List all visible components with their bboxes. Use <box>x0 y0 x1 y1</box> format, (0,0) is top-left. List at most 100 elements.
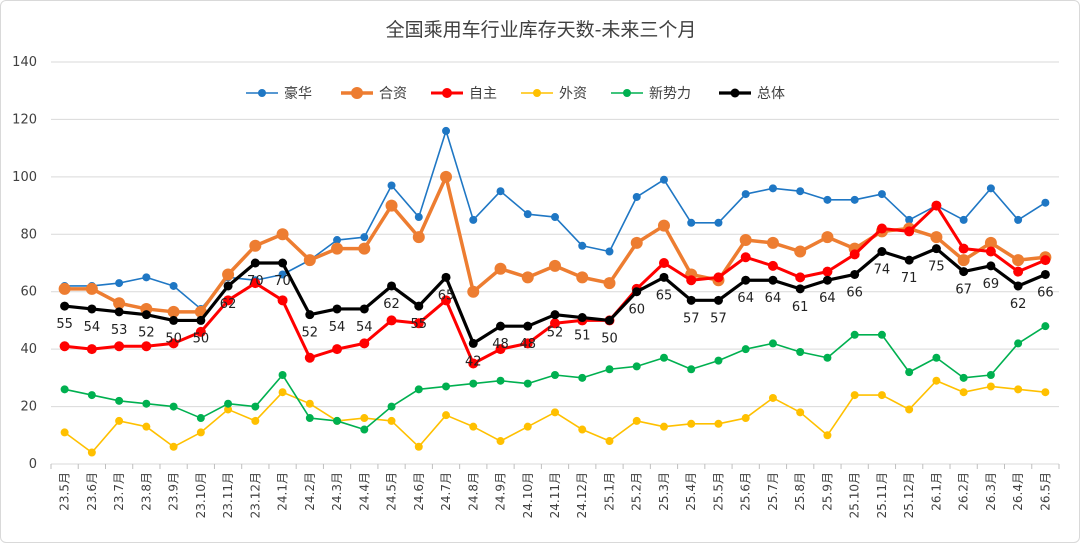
data-point <box>549 259 561 272</box>
data-point <box>387 281 397 291</box>
data-point <box>167 305 180 318</box>
data-point <box>387 416 396 425</box>
x-tick-label: 26.5月 <box>1038 472 1052 511</box>
data-point <box>523 321 533 331</box>
data-point <box>551 408 559 417</box>
legend-swatch-marker <box>533 89 541 97</box>
data-point <box>550 310 560 320</box>
data-label: 52 <box>138 326 155 341</box>
data-point <box>223 295 234 306</box>
legend-item: 自主 <box>431 86 497 102</box>
data-point <box>496 321 506 331</box>
legend-label: 合资 <box>379 86 407 102</box>
data-point <box>496 187 505 196</box>
x-tick-label: 25.2月 <box>630 472 644 511</box>
x-tick-label: 24.6月 <box>412 472 426 511</box>
legend-label: 新势力 <box>649 86 691 102</box>
legend-swatch-marker <box>623 89 631 97</box>
data-label: 42 <box>465 354 482 369</box>
x-tick-label: 25.10月 <box>848 472 862 518</box>
data-point <box>551 213 559 222</box>
data-label: 69 <box>983 277 1000 292</box>
data-point <box>905 368 914 377</box>
data-point <box>605 365 614 374</box>
x-tick-label: 23.7月 <box>112 472 126 511</box>
data-point <box>441 272 451 282</box>
data-point <box>251 416 260 425</box>
x-tick-label: 23.9月 <box>167 472 181 511</box>
data-label: 62 <box>1010 297 1027 312</box>
data-point <box>687 218 696 227</box>
data-point <box>277 295 288 306</box>
data-point <box>60 301 70 311</box>
data-label: 64 <box>765 291 782 306</box>
data-label: 71 <box>901 271 918 286</box>
data-point <box>850 391 859 400</box>
data-label: 70 <box>274 274 291 289</box>
data-label: 61 <box>792 300 809 315</box>
x-tick-label: 25.11月 <box>875 472 889 518</box>
data-point <box>1040 269 1050 279</box>
data-point <box>959 215 968 224</box>
data-point <box>195 326 206 337</box>
x-tick-label: 24.9月 <box>494 472 508 511</box>
data-label: 66 <box>1037 285 1054 300</box>
data-point <box>932 376 941 385</box>
data-point <box>332 344 343 355</box>
data-point <box>932 353 941 362</box>
x-tick-label: 24.4月 <box>357 472 371 511</box>
data-point <box>877 190 886 199</box>
data-label: 53 <box>111 323 128 338</box>
data-point <box>523 422 532 431</box>
data-point <box>576 271 589 284</box>
data-point <box>141 341 152 352</box>
y-tick-label: 20 <box>20 400 37 415</box>
data-point <box>276 228 289 241</box>
data-point <box>386 315 397 326</box>
data-point <box>440 170 453 183</box>
data-label: 51 <box>574 329 591 344</box>
y-tick-label: 0 <box>29 457 37 472</box>
data-point <box>442 126 451 135</box>
data-point <box>169 281 178 290</box>
x-tick-label: 24.8月 <box>466 472 480 511</box>
x-tick-label: 25.9月 <box>820 472 834 511</box>
data-point <box>1013 281 1023 291</box>
x-tick-label: 23.5月 <box>58 472 72 511</box>
data-point <box>930 231 943 244</box>
data-point <box>687 365 696 374</box>
legend-item: 合资 <box>341 86 407 102</box>
data-point <box>467 285 480 298</box>
data-point <box>794 245 807 258</box>
data-point <box>278 258 288 268</box>
data-point <box>168 338 179 349</box>
data-point <box>278 270 287 279</box>
data-point <box>59 341 70 352</box>
data-point <box>333 416 342 425</box>
data-point <box>686 295 696 305</box>
data-point <box>985 246 996 257</box>
x-tick-label: 25.4月 <box>684 472 698 511</box>
data-point <box>222 268 235 281</box>
data-point <box>1014 385 1023 394</box>
data-point <box>442 411 451 420</box>
data-point <box>714 419 723 428</box>
data-point <box>469 215 478 224</box>
data-point <box>141 310 151 320</box>
legend-swatch-marker <box>258 89 266 97</box>
y-tick-label: 60 <box>20 285 37 300</box>
data-label: 70 <box>247 274 264 289</box>
data-point <box>739 234 752 247</box>
data-point <box>850 269 860 279</box>
data-point <box>303 254 316 267</box>
data-point <box>657 219 670 232</box>
data-label: 66 <box>846 285 863 300</box>
data-point <box>659 272 669 282</box>
data-point <box>142 273 151 282</box>
data-point <box>495 344 506 355</box>
data-point <box>468 338 478 348</box>
data-point <box>387 402 396 411</box>
legend-label: 总体 <box>757 86 785 102</box>
x-tick-label: 23.12月 <box>248 472 262 518</box>
